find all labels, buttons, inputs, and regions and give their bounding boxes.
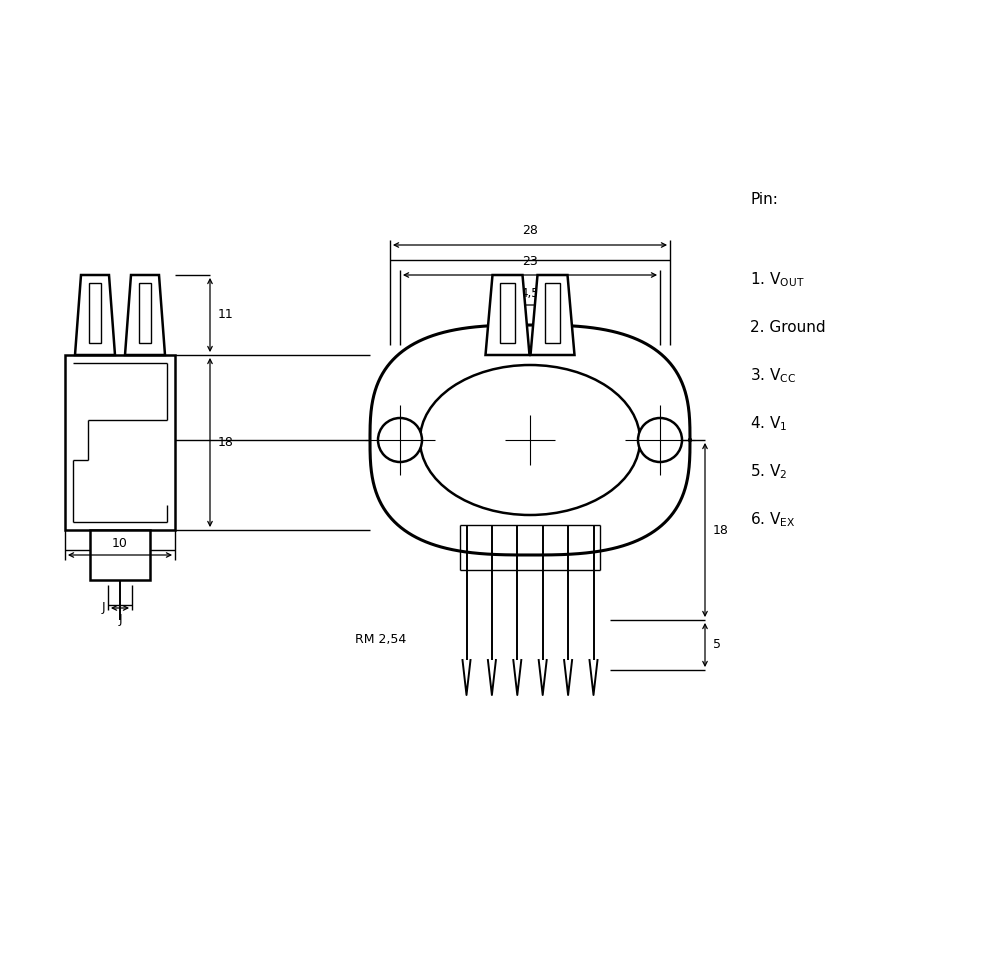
Text: 3. V$_{\mathregular{CC}}$: 3. V$_{\mathregular{CC}}$ — [750, 367, 796, 385]
Text: 10: 10 — [112, 537, 128, 550]
Polygon shape — [530, 275, 574, 355]
Text: 2. Ground: 2. Ground — [750, 321, 826, 335]
Text: 4. V$_{\mathregular{1}}$: 4. V$_{\mathregular{1}}$ — [750, 415, 788, 433]
Polygon shape — [500, 283, 515, 343]
Circle shape — [638, 418, 682, 462]
Text: 4,5: 4,5 — [521, 287, 539, 300]
Text: 6. V$_{\mathregular{EX}}$: 6. V$_{\mathregular{EX}}$ — [750, 511, 796, 529]
Polygon shape — [75, 275, 115, 355]
Text: 18: 18 — [713, 523, 729, 537]
Text: 5: 5 — [713, 638, 721, 652]
Text: 18: 18 — [218, 436, 234, 449]
Text: RM 2,54: RM 2,54 — [355, 634, 406, 646]
Text: J: J — [118, 613, 122, 626]
Text: Pin:: Pin: — [750, 193, 778, 207]
Polygon shape — [125, 275, 165, 355]
Bar — [90, 530, 150, 580]
Text: 11: 11 — [218, 308, 234, 322]
Text: 28: 28 — [522, 224, 538, 237]
Circle shape — [378, 418, 422, 462]
Polygon shape — [89, 283, 101, 343]
Text: 1. V$_{\mathregular{OUT}}$: 1. V$_{\mathregular{OUT}}$ — [750, 271, 805, 289]
Polygon shape — [139, 283, 151, 343]
Bar — [65, 355, 175, 530]
Text: J: J — [101, 602, 105, 614]
Text: 23: 23 — [522, 255, 538, 268]
Polygon shape — [486, 275, 530, 355]
Text: 5. V$_{\mathregular{2}}$: 5. V$_{\mathregular{2}}$ — [750, 463, 788, 481]
Polygon shape — [545, 283, 560, 343]
